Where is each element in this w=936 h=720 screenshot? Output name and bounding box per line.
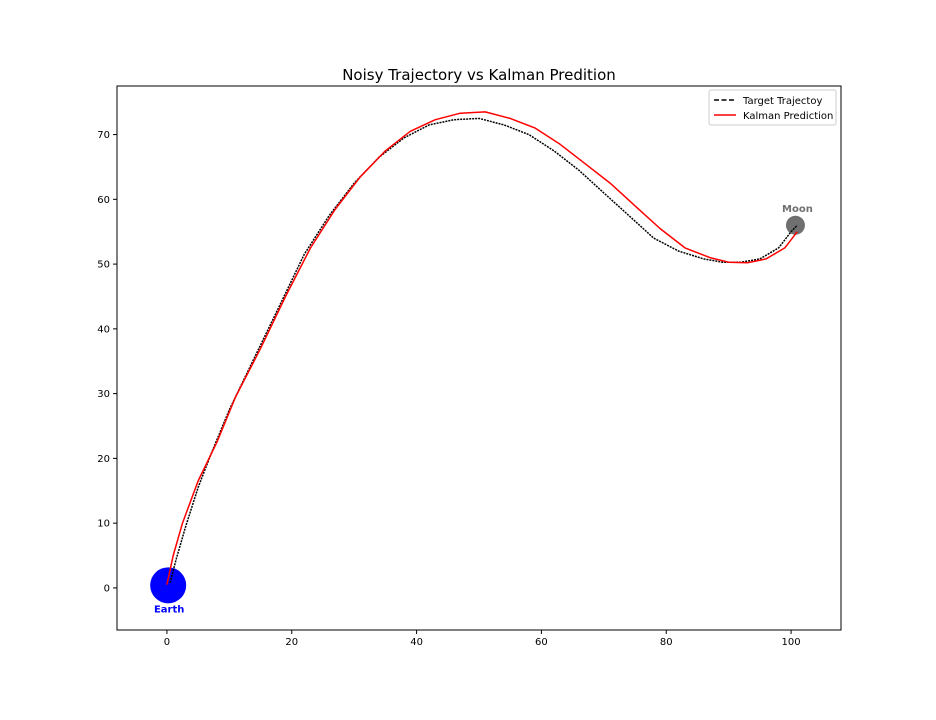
plot-area xyxy=(150,111,805,604)
x-tick-label: 100 xyxy=(782,637,801,648)
earth-label: Earth xyxy=(154,604,184,615)
x-tick-label: 40 xyxy=(410,637,423,648)
x-tick-label: 60 xyxy=(535,637,548,648)
legend: Target Trajectoy Kalman Prediction xyxy=(708,89,837,126)
kalman-prediction-line xyxy=(166,111,798,585)
plot-frame xyxy=(116,85,842,631)
legend-label-kalman: Kalman Prediction xyxy=(743,111,833,122)
y-tick-label: 50 xyxy=(97,260,110,271)
legend-frame xyxy=(708,89,837,126)
moon-label: Moon xyxy=(782,204,813,215)
y-tick-label: 60 xyxy=(97,195,110,206)
x-tick-label: 80 xyxy=(660,637,673,648)
y-tick-label: 10 xyxy=(97,519,110,530)
target-trajectory-line xyxy=(169,117,798,583)
x-tick-label: 20 xyxy=(285,637,298,648)
y-tick-label: 0 xyxy=(104,583,110,594)
moon-body xyxy=(785,215,805,235)
y-tick-label: 20 xyxy=(97,454,110,465)
x-axis: 0 20 40 60 80 100 xyxy=(164,630,801,648)
y-tick-label: 30 xyxy=(97,389,110,400)
y-tick-label: 70 xyxy=(97,130,110,141)
earth-body xyxy=(150,567,187,604)
chart-title: Noisy Trajectory vs Kalman Predition xyxy=(342,66,616,84)
x-tick-label: 0 xyxy=(164,637,170,648)
legend-label-target: Target Trajectoy xyxy=(742,96,822,107)
y-axis: 0 10 20 30 40 50 60 70 xyxy=(97,130,117,594)
y-tick-label: 40 xyxy=(97,324,110,335)
